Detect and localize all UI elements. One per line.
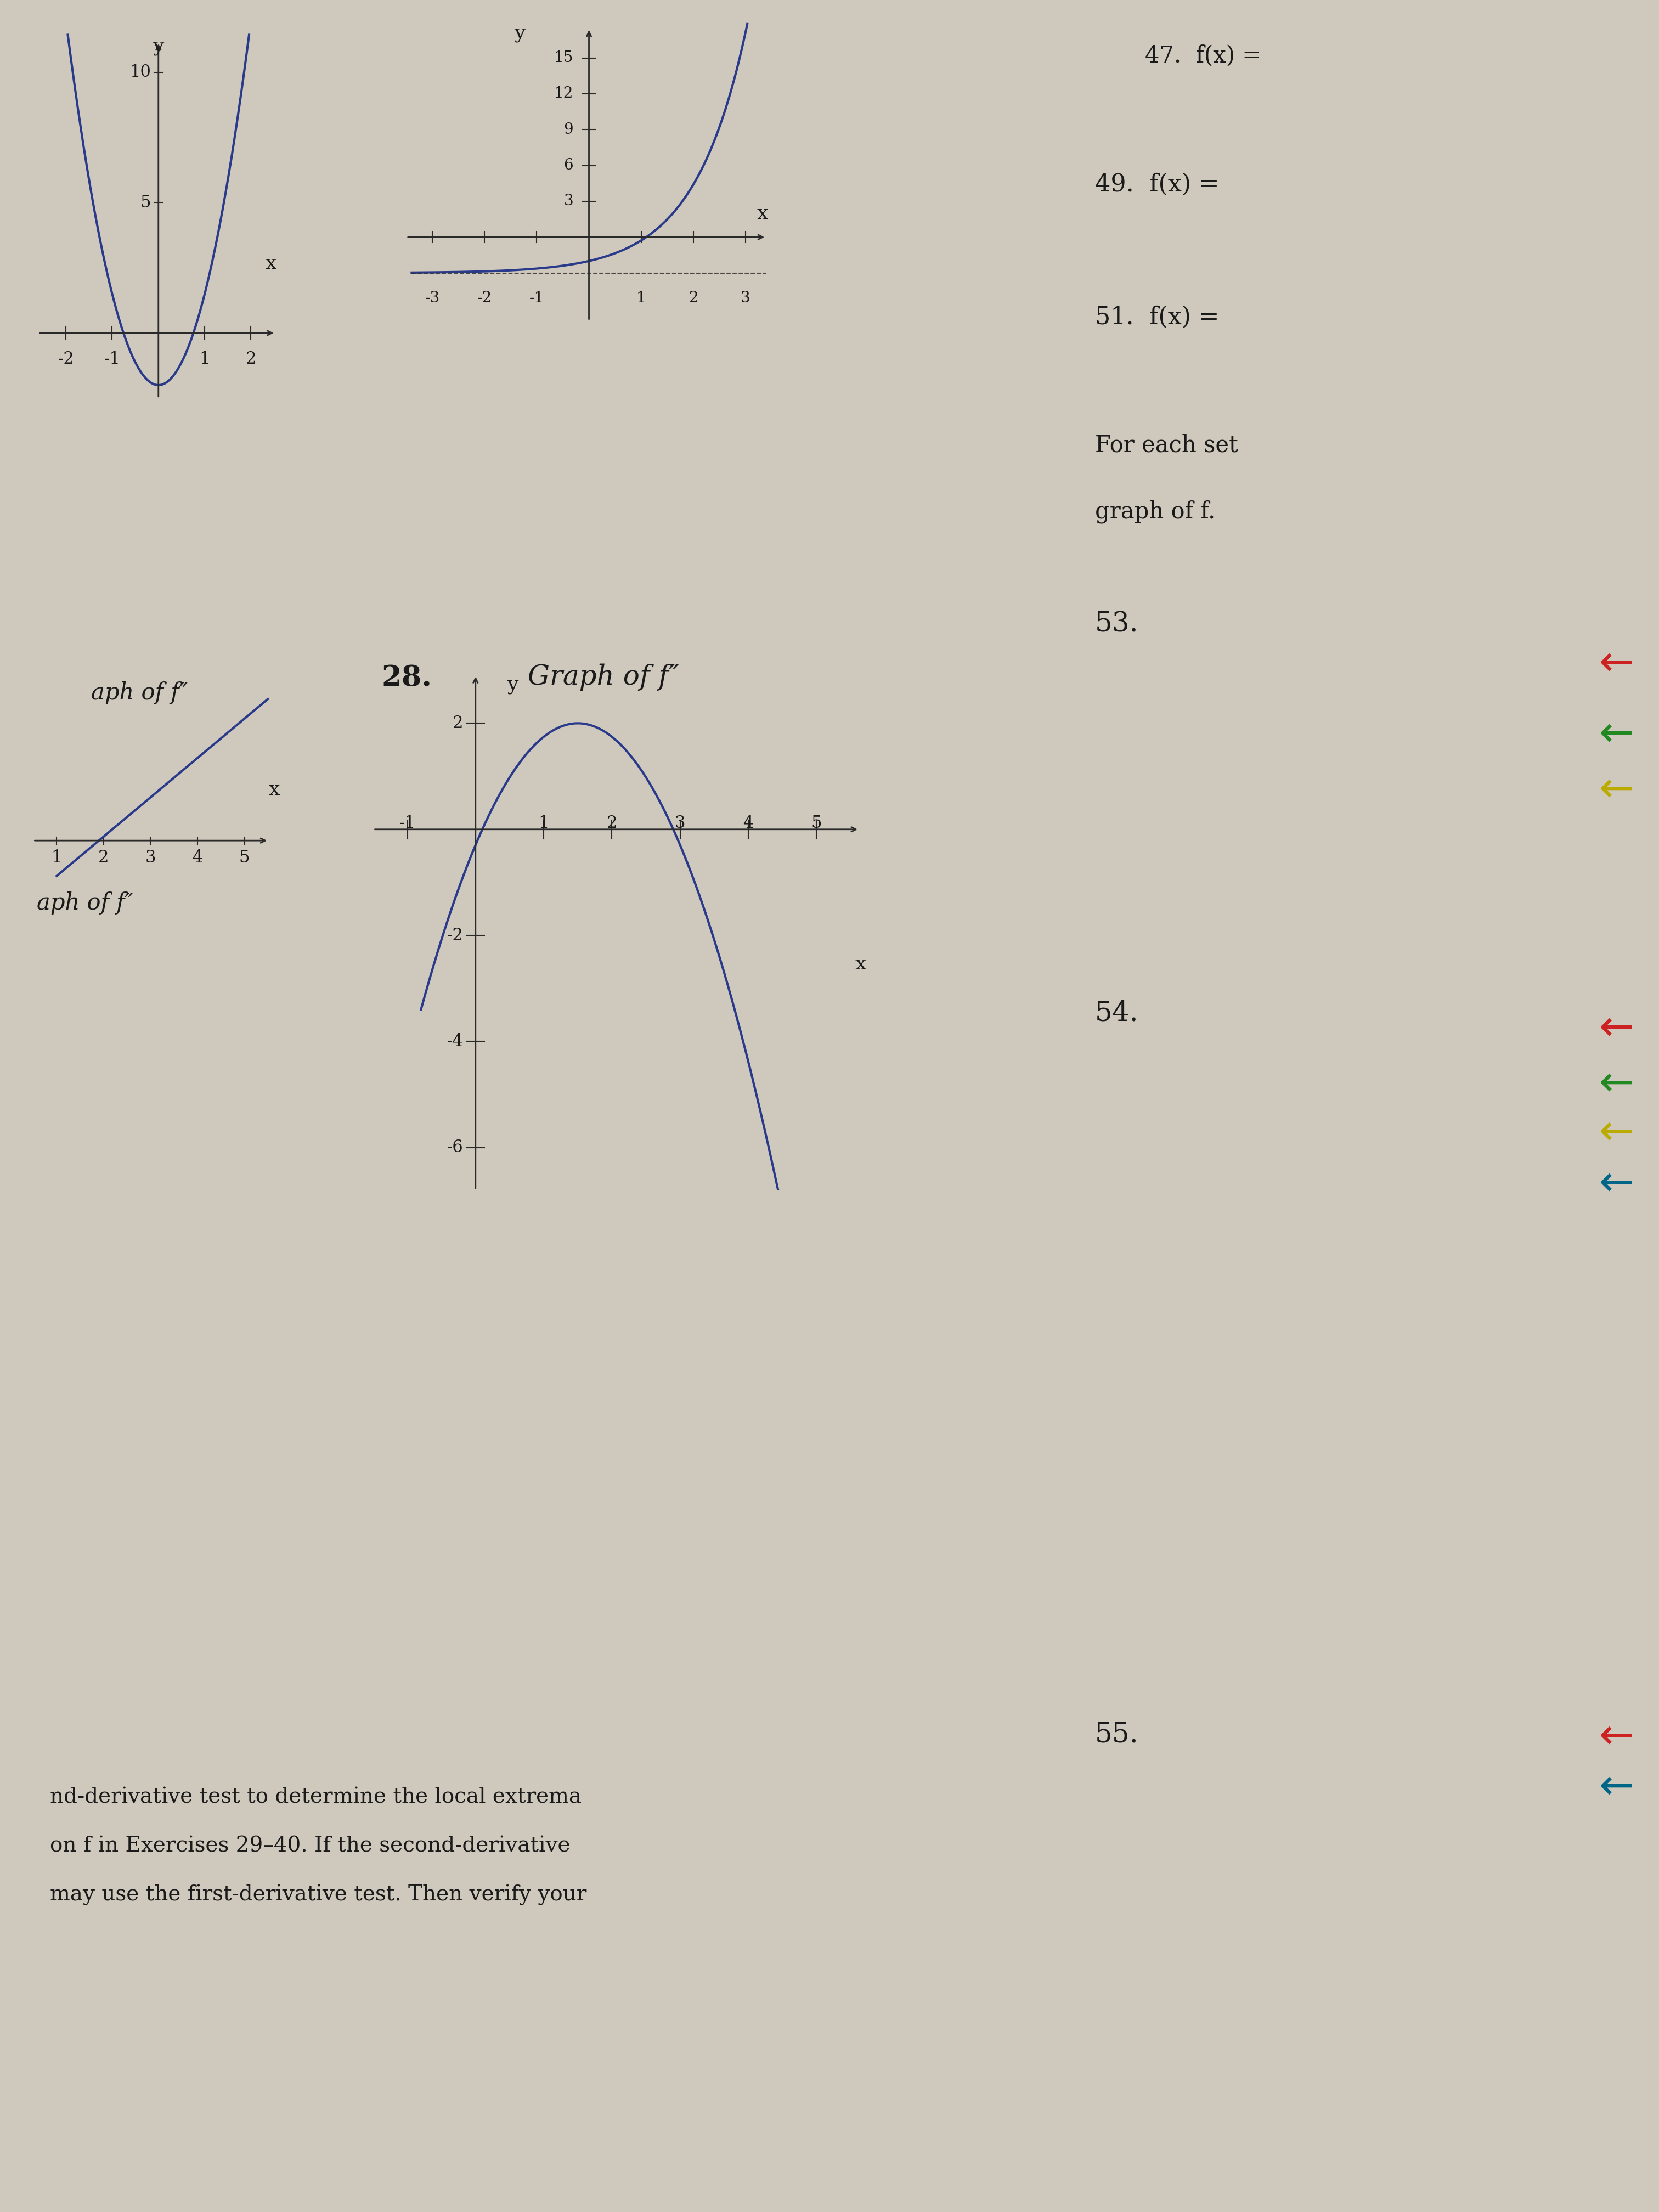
Text: aph of f″: aph of f″ [91,681,187,703]
Text: ←: ← [1599,1113,1634,1152]
Text: -2: -2 [58,349,75,367]
Text: 2: 2 [98,849,109,867]
Text: 28.: 28. [382,664,431,692]
Text: may use the first-derivative test. Then verify your: may use the first-derivative test. Then … [50,1885,587,1905]
Text: 12: 12 [554,86,574,102]
Text: -1: -1 [105,349,121,367]
Text: y: y [153,38,164,55]
Text: -4: -4 [446,1033,463,1051]
Text: x: x [265,254,277,272]
Text: 3: 3 [740,292,750,305]
Text: 53.: 53. [1095,611,1138,637]
Text: ←: ← [1599,714,1634,754]
Text: 3: 3 [675,814,685,832]
Text: 5: 5 [239,849,251,867]
Text: x: x [269,781,279,799]
Text: nd-derivative test to determine the local extrema: nd-derivative test to determine the loca… [50,1787,581,1807]
Text: 55.: 55. [1095,1721,1138,1747]
Text: 1: 1 [199,349,211,367]
Text: -1: -1 [529,292,544,305]
Text: Graph of f″: Graph of f″ [528,664,679,690]
Text: 4: 4 [743,814,753,832]
Text: 3: 3 [146,849,156,867]
Text: 4: 4 [192,849,202,867]
Text: ←: ← [1599,644,1634,684]
Text: -3: -3 [425,292,440,305]
Text: 2: 2 [688,292,698,305]
Text: -6: -6 [446,1139,463,1157]
Text: 2: 2 [246,349,255,367]
Text: graph of f.: graph of f. [1095,500,1216,524]
Text: ←: ← [1599,1717,1634,1756]
Text: 2: 2 [607,814,617,832]
Text: 54.: 54. [1095,1000,1138,1026]
Text: -2: -2 [446,927,463,945]
Text: 2: 2 [453,714,463,732]
Text: 1: 1 [539,814,549,832]
Text: y: y [508,675,518,695]
Text: -2: -2 [478,292,493,305]
Text: y: y [514,24,526,42]
Text: on f in Exercises 29–40. If the second-derivative: on f in Exercises 29–40. If the second-d… [50,1836,571,1856]
Text: 49.  f(x) =: 49. f(x) = [1095,173,1219,197]
Text: ←: ← [1599,1064,1634,1104]
Text: For each set: For each set [1095,434,1238,456]
Text: ←: ← [1599,1767,1634,1807]
Text: 10: 10 [129,64,151,82]
Text: ←: ← [1599,1164,1634,1203]
Text: 9: 9 [564,122,574,137]
Text: ←: ← [1599,770,1634,810]
Text: 5: 5 [139,195,151,210]
Text: x: x [854,956,866,973]
Text: 1: 1 [635,292,645,305]
Text: 3: 3 [564,195,574,208]
Text: 47.  f(x) =: 47. f(x) = [1145,44,1261,66]
Text: 15: 15 [554,51,574,66]
Text: -1: -1 [400,814,415,832]
Text: aph of f″: aph of f″ [36,891,133,914]
Text: ←: ← [1599,1009,1634,1048]
Text: 5: 5 [811,814,821,832]
Text: x: x [757,204,768,223]
Text: 1: 1 [51,849,61,867]
Text: 51.  f(x) =: 51. f(x) = [1095,305,1219,330]
Text: 6: 6 [564,157,574,173]
